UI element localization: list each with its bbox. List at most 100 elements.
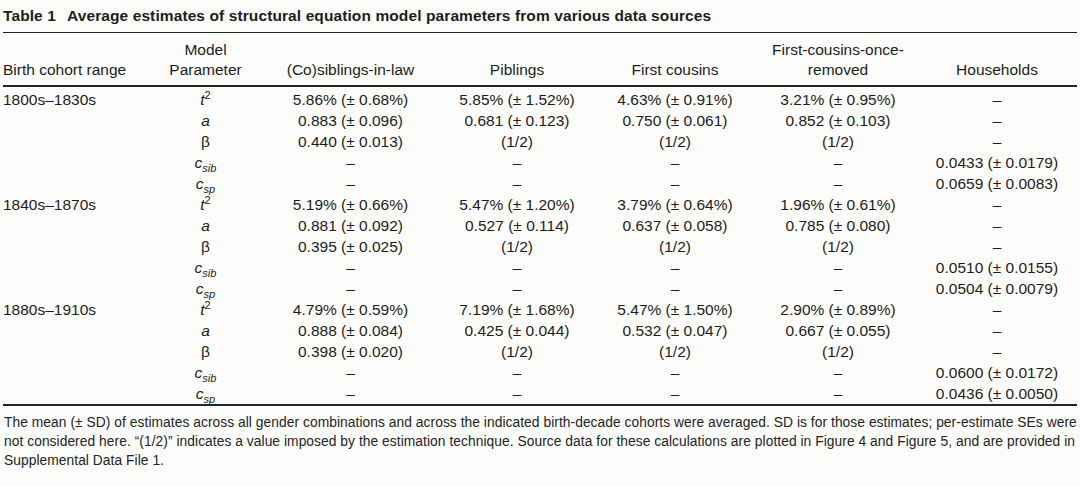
parameter-cell: β [153,236,258,257]
value-cell: 0.637 (± 0.058) [591,215,759,236]
parameter-superscript: 2 [205,194,211,206]
cohort-cell [3,215,153,236]
parameter-cell: t2 [153,86,258,110]
value-cell: – [258,383,443,405]
parameter-symbol: β [201,133,210,150]
value-cell: – [917,194,1077,215]
table-row: csp––––0.0659 (± 0.0083) [3,173,1077,194]
value-cell: – [917,86,1077,110]
parameter-cell: csp [153,173,258,194]
parameter-cell: a [153,215,258,236]
value-cell: 3.79% (± 0.64%) [591,194,759,215]
value-cell: 0.883 (± 0.096) [258,110,443,131]
cohort-cell [3,278,153,299]
value-cell: 0.681 (± 0.123) [443,110,591,131]
value-cell: 5.47% (± 1.50%) [591,299,759,320]
value-cell: 5.85% (± 1.52%) [443,86,591,110]
parameter-cell: csib [153,362,258,383]
value-cell: – [759,362,917,383]
value-cell: – [917,236,1077,257]
parameter-superscript: 2 [205,89,211,101]
value-cell: – [917,341,1077,362]
value-cell: – [591,383,759,405]
table-footnote: The mean (± SD) of estimates across all … [3,406,1078,470]
table-body: 1800s–1830st25.86% (± 0.68%)5.85% (± 1.5… [3,86,1077,405]
cohort-cell [3,341,153,362]
value-cell: – [258,152,443,173]
value-cell: (1/2) [443,341,591,362]
value-cell: – [591,362,759,383]
table-row: β0.440 (± 0.013)(1/2)(1/2)(1/2)– [3,131,1077,152]
table-caption: Average estimates of structural equation… [67,7,711,24]
value-cell: – [443,383,591,405]
parameter-cell: t2 [153,194,258,215]
value-cell: 4.63% (± 0.91%) [591,86,759,110]
cohort-cell: 1840s–1870s [3,194,153,215]
column-header-2: (Co)siblings-in-law [258,33,443,87]
value-cell: 5.47% (± 1.20%) [443,194,591,215]
value-cell: 1.96% (± 0.61%) [759,194,917,215]
value-cell: 0.527 (± 0.114) [443,215,591,236]
column-header-6: Households [917,33,1077,87]
header-row: Birth cohort rangeModel Parameter(Co)sib… [3,33,1077,87]
value-cell: – [443,173,591,194]
table-row: 1840s–1870st25.19% (± 0.66%)5.47% (± 1.2… [3,194,1077,215]
parameter-cell: csib [153,257,258,278]
value-cell: 7.19% (± 1.68%) [443,299,591,320]
value-cell: 0.0600 (± 0.0172) [917,362,1077,383]
value-cell: 3.21% (± 0.95%) [759,86,917,110]
table-row: csib––––0.0510 (± 0.0155) [3,257,1077,278]
value-cell: – [591,152,759,173]
value-cell: – [759,152,917,173]
parameter-cell: β [153,341,258,362]
value-cell: 0.881 (± 0.092) [258,215,443,236]
parameter-symbol: a [201,217,210,234]
cohort-cell: 1800s–1830s [3,86,153,110]
parameter-cell: t2 [153,299,258,320]
parameter-symbol: c [196,280,204,297]
table-header: Birth cohort rangeModel Parameter(Co)sib… [3,33,1077,87]
value-cell: 0.0659 (± 0.0083) [917,173,1077,194]
table-row: csib––––0.0433 (± 0.0179) [3,152,1077,173]
cohort-cell [3,320,153,341]
value-cell: 0.785 (± 0.080) [759,215,917,236]
column-header-0: Birth cohort range [3,33,153,87]
table-title: Table 1Average estimates of structural e… [3,4,1078,32]
table-row: a0.888 (± 0.084)0.425 (± 0.044)0.532 (± … [3,320,1077,341]
table-row: 1880s–1910st24.79% (± 0.59%)7.19% (± 1.6… [3,299,1077,320]
value-cell: 0.440 (± 0.013) [258,131,443,152]
parameter-cell: a [153,320,258,341]
cohort-cell [3,152,153,173]
value-cell: 0.532 (± 0.047) [591,320,759,341]
table-row: csp––––0.0436 (± 0.0050) [3,383,1077,405]
cohort-cell [3,257,153,278]
value-cell: – [917,299,1077,320]
cohort-cell [3,110,153,131]
value-cell: 0.0510 (± 0.0155) [917,257,1077,278]
value-cell: 5.19% (± 0.66%) [258,194,443,215]
parameter-symbol: β [201,343,210,360]
value-cell: 0.395 (± 0.025) [258,236,443,257]
value-cell: (1/2) [591,236,759,257]
parameter-superscript: 2 [205,299,211,311]
value-cell: – [917,131,1077,152]
column-header-3: Piblings [443,33,591,87]
value-cell: 0.750 (± 0.061) [591,110,759,131]
parameter-symbol: a [201,112,210,129]
value-cell: (1/2) [443,131,591,152]
value-cell: 0.667 (± 0.055) [759,320,917,341]
cohort-cell [3,236,153,257]
table-row: β0.398 (± 0.020)(1/2)(1/2)(1/2)– [3,341,1077,362]
value-cell: – [258,278,443,299]
parameter-cell: β [153,131,258,152]
value-cell: – [443,278,591,299]
value-cell: – [759,383,917,405]
value-cell: (1/2) [591,131,759,152]
parameter-subscript: sp [204,393,216,405]
value-cell: 0.398 (± 0.020) [258,341,443,362]
value-cell: – [759,257,917,278]
value-cell: – [443,152,591,173]
paper-table-page: Table 1Average estimates of structural e… [0,0,1080,470]
column-header-1: Model Parameter [153,33,258,87]
value-cell: – [917,110,1077,131]
